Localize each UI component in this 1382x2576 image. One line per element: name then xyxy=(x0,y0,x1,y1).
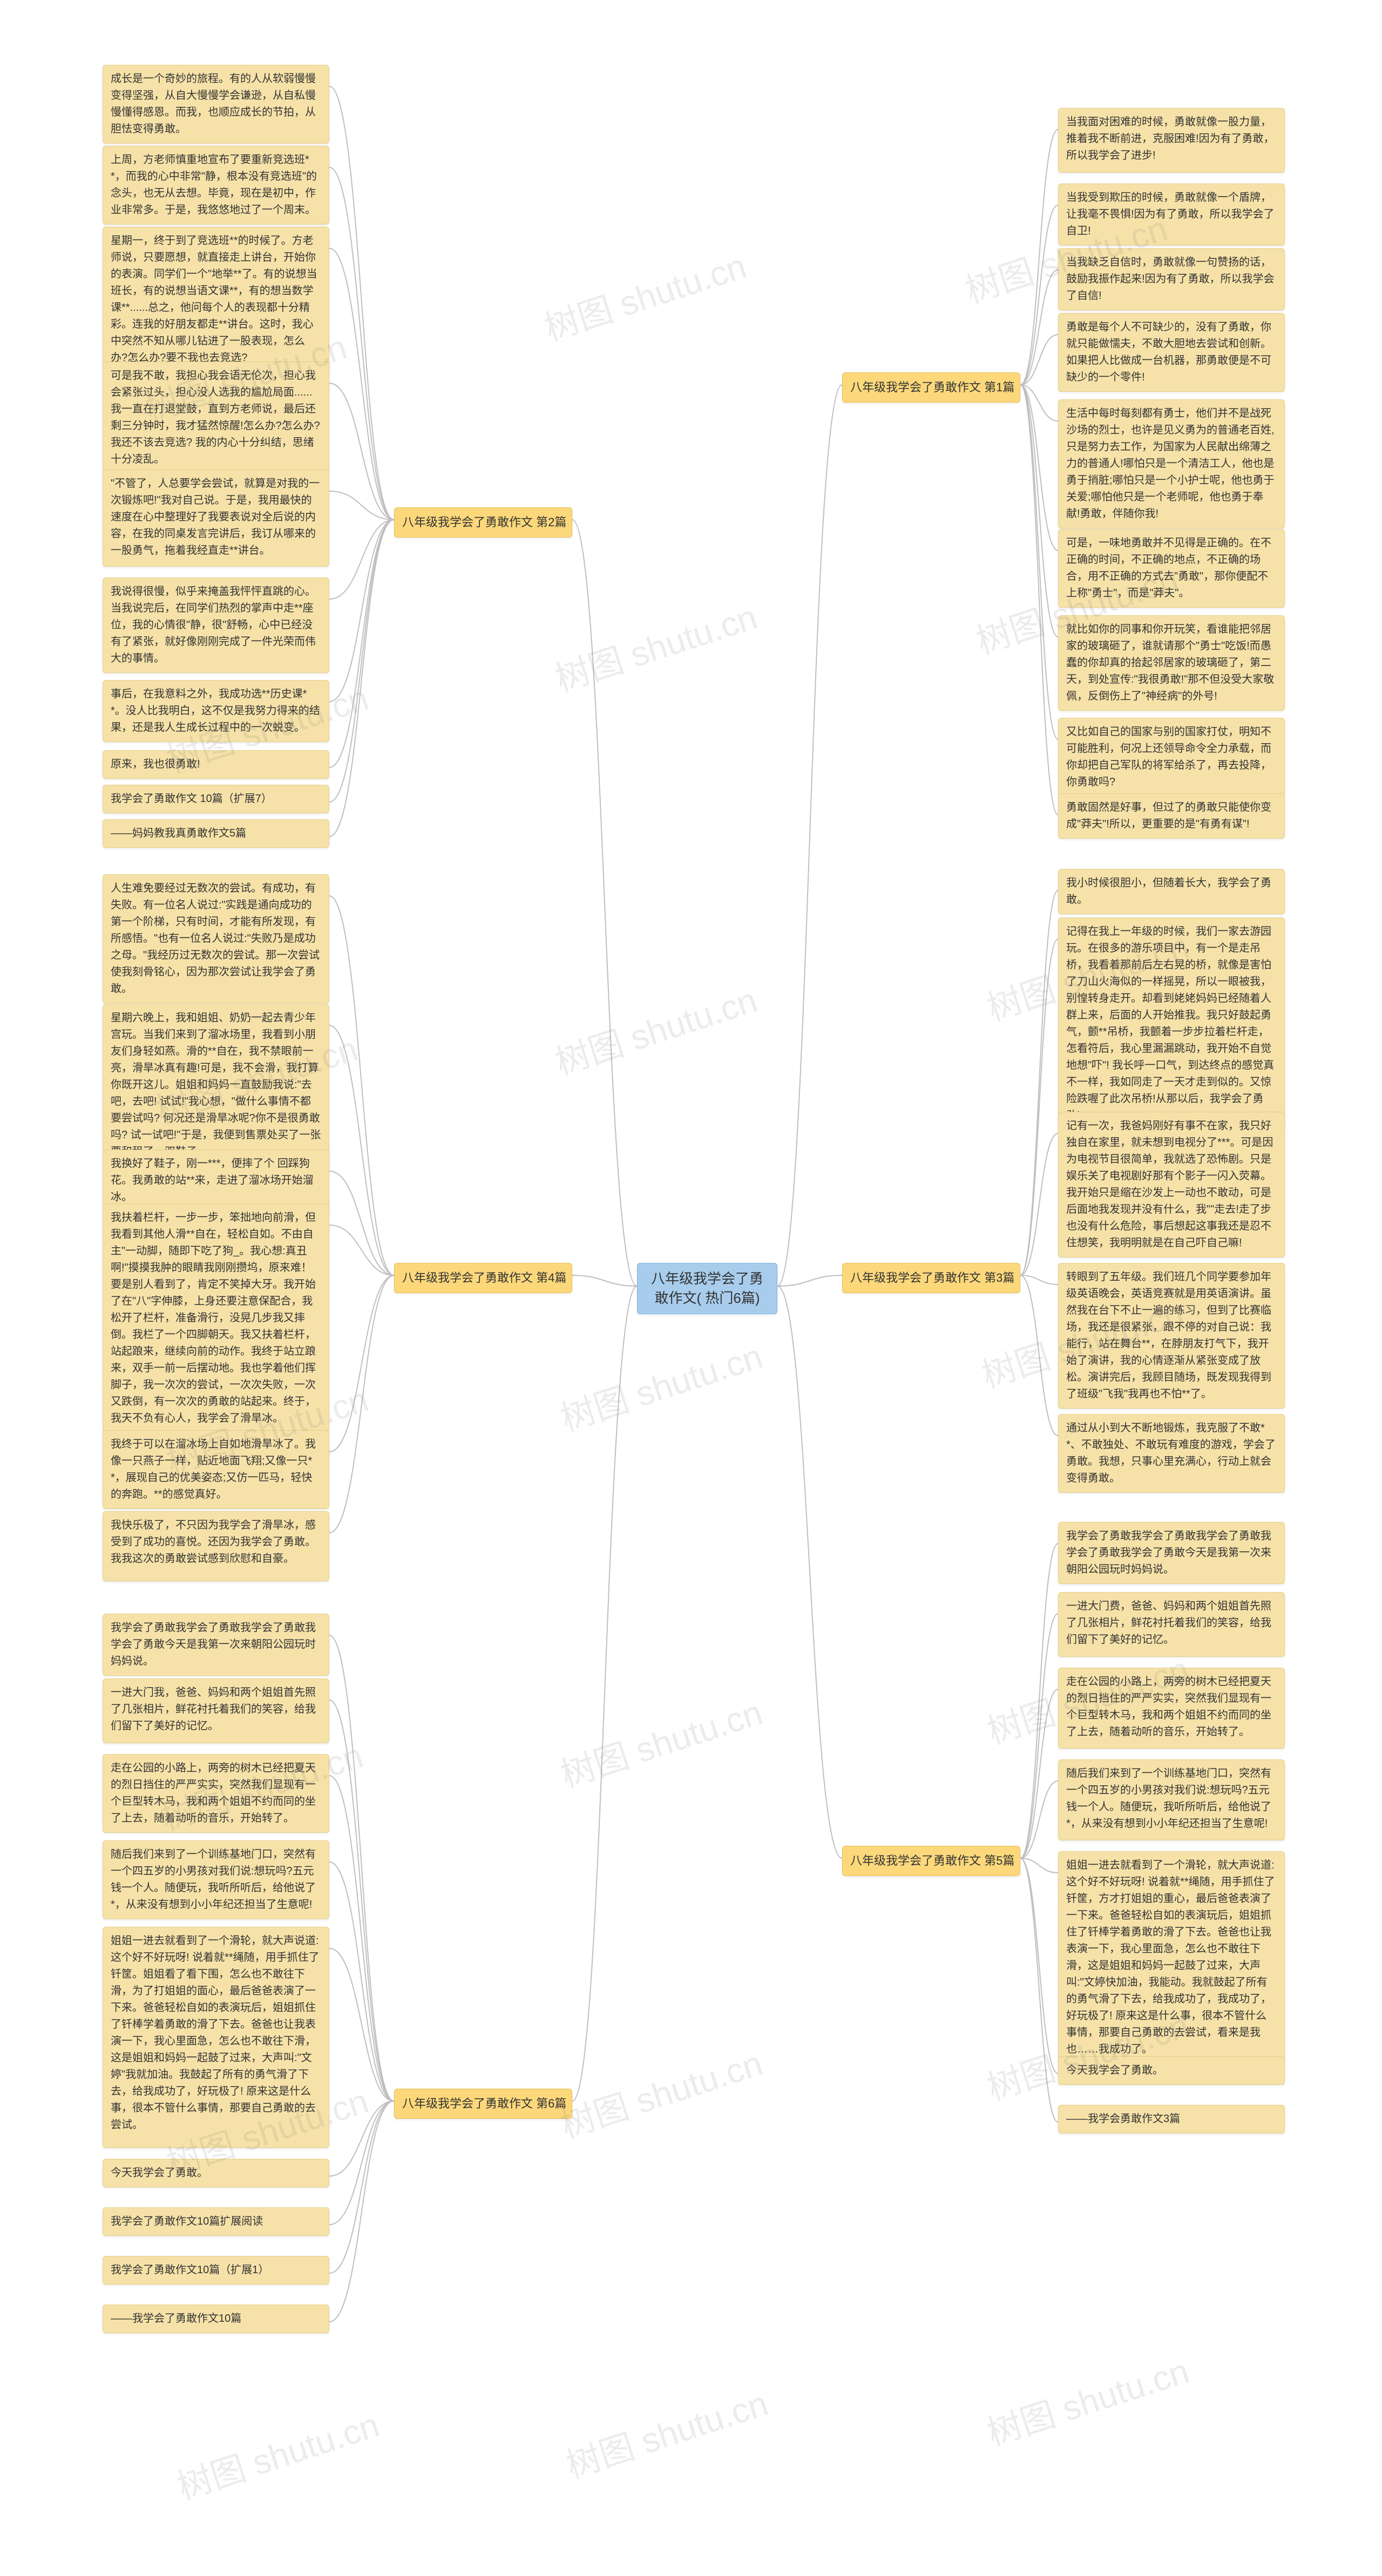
watermark: 树图 shutu.cn xyxy=(553,2036,768,2147)
b2l10: ——妈妈教我真勇敢作文5篇 xyxy=(103,819,329,848)
b2l2: 上周，方老师慎重地宣布了要重新竞选班**，而我的心中非常"静，根本没有竞选班"的… xyxy=(103,146,329,225)
b2l4: 可是我不敢，我担心我会语无伦次，担心我会紧张过头，担心没人选我的尴尬局面....… xyxy=(103,362,329,474)
mindmap-canvas: 八年级我学会了勇敢作文( 热门6篇) 八年级我学会了勇敢作文 第1篇 当我面对困难的… xyxy=(0,0,1382,2576)
b6l2: 一进大门我，爸爸、妈妈和两个姐姐首先照了几张相片，鲜花衬托着我们的笑容，给我们留… xyxy=(103,1678,329,1743)
b1l2: 当我受到欺压的时候，勇敢就像一个盾牌，让我毫不畏惧!因为有了勇敢，所以我学会了自… xyxy=(1058,183,1285,246)
b4l3: 我换好了鞋子，刚一***，便摔了个 回踩狗花。我勇敢的站**来，走进了溜冰场开始… xyxy=(103,1150,329,1212)
b4l5: 我终于可以在溜冰场上自如地滑旱冰了。我像一只燕子一样，贴近地面飞翔;又像一只**… xyxy=(103,1430,329,1509)
b3: 八年级我学会了勇敢作文 第3篇 xyxy=(842,1263,1020,1293)
b3l1: 我小时候很胆小，但随着长大，我学会了勇敢。 xyxy=(1058,869,1285,914)
root-node: 八年级我学会了勇敢作文( 热门6篇) xyxy=(637,1263,777,1314)
b4: 八年级我学会了勇敢作文 第4篇 xyxy=(394,1263,572,1293)
b1l9: 勇敢固然是好事，但过了的勇敢只能使你变成"莽夫"!所以，更重要的是"有勇有谋"! xyxy=(1058,793,1285,839)
b4l1: 人生难免要经过无数次的尝试。有成功，有失败。有一位名人说过:"实践是通向成功的第… xyxy=(103,874,329,1003)
b1l3: 当我缺乏自信时，勇敢就像一句赞扬的话，鼓励我振作起来!因为有了勇敢，所以我学会了… xyxy=(1058,248,1285,310)
b6: 八年级我学会了勇敢作文 第6篇 xyxy=(394,2089,572,2119)
b6l5: 姐姐一进去就看到了一个滑轮，就大声说道:这个好不好玩呀! 说着就**绳随，用手抓… xyxy=(103,1927,329,2148)
b2l9: 我学会了勇敢作文 10篇（扩展7） xyxy=(103,785,329,813)
b5: 八年级我学会了勇敢作文 第5篇 xyxy=(842,1846,1020,1876)
watermark: 树图 shutu.cn xyxy=(553,1329,768,1440)
b6l4: 随后我们来到了一个训练基地门口，突然有一个四五岁的小男孩对我们说:想玩吗?五元钱… xyxy=(103,1840,329,1919)
watermark: 树图 shutu.cn xyxy=(548,973,762,1084)
b5l2: 一进大门费，爸爸、妈妈和两个姐姐首先照了几张相片，鲜花衬托着我们的笑容，给我们留… xyxy=(1058,1592,1285,1657)
b3l3: 记有一次，我爸妈刚好有事不在家，我只好独自在家里，就未想到电视分了***。可是因… xyxy=(1058,1112,1285,1258)
watermark: 树图 shutu.cn xyxy=(548,589,762,701)
b5l3: 走在公园的小路上，两旁的树木已经把夏天的烈日挡住的严严实实，突然我们显现有一个巨… xyxy=(1058,1668,1285,1749)
b1l7: 就比如你的同事和你开玩笑，看谁能把邻居家的玻璃砸了，谁就请那个"勇士"吃饭!而愚… xyxy=(1058,615,1285,711)
b2l8: 原来，我也很勇敢! xyxy=(103,750,329,779)
b1l8: 又比如自己的国家与别的国家打仗，明知不可能胜利，何况上还领导命令全力承载，而你却… xyxy=(1058,718,1285,797)
b3l4: 转眼到了五年级。我们班几个同学要参加年级英语晚会，英语竞赛就是用英语演讲。虽然我… xyxy=(1058,1263,1285,1409)
b6l1: 我学会了勇敢我学会了勇敢我学会了勇敢我学会了勇敢今天是我第一次来朝阳公园玩时妈妈… xyxy=(103,1614,329,1676)
b2l6: 我说得很慢，似乎来掩盖我怦怦直跳的心。当我说完后，在同学们热烈的掌声中走**座位… xyxy=(103,577,329,673)
b4l2: 星期六晚上，我和姐姐、奶奶一起去青少年宫玩。当我们来到了溜冰场里，我看到小朋友们… xyxy=(103,1004,329,1166)
watermark: 树图 shutu.cn xyxy=(559,2376,773,2487)
b5l6: 今天我学会了勇敢。 xyxy=(1058,2056,1285,2085)
b1l4: 勇敢是每个人不可缺少的，没有了勇敢，你就只能做懦夫，不敢大胆地去尝试和创新。如果… xyxy=(1058,313,1285,392)
b1l6: 可是，一味地勇敢并不见得是正确的。在不正确的时间，不正确的地点，不正确的场合，用… xyxy=(1058,529,1285,608)
b5l5: 姐姐一进去就看到了一个滑轮，就大声说道:这个好不好玩呀! 说着就**绳随，用手抓… xyxy=(1058,1851,1285,2064)
b1: 八年级我学会了勇敢作文 第1篇 xyxy=(842,372,1020,403)
b6l7: 我学会了勇敢作文10篇扩展阅读 xyxy=(103,2207,329,2236)
b6l6: 今天我学会了勇敢。 xyxy=(103,2159,329,2187)
b2l3: 星期一，终于到了竞选班**的时候了。方老师说，只要愿想，就直接走上讲台，开始你的… xyxy=(103,227,329,372)
b3l2: 记得在我上一年级的时候，我们一家去游园玩。在很多的游乐项目中，有一个是走吊桥，我… xyxy=(1058,917,1285,1130)
b1l5: 生活中每时每刻都有勇士，他们并不是战死沙场的烈士，也许是见义勇为的普通老百姓,只… xyxy=(1058,399,1285,528)
watermark: 树图 shutu.cn xyxy=(980,2343,1194,2455)
watermark: 树图 shutu.cn xyxy=(553,1685,768,1797)
b1l1: 当我面对困难的时候，勇敢就像一股力量，推着我不断前进，克服困难!因为有了勇敢，所… xyxy=(1058,108,1285,173)
watermark: 树图 shutu.cn xyxy=(537,239,751,350)
b2l1: 成长是一个奇妙的旅程。有的人从软弱慢慢变得坚强，从自大慢慢学会谦逊，从自私慢慢懂… xyxy=(103,65,329,144)
watermark: 树图 shutu.cn xyxy=(170,2397,384,2509)
b4l6: 我快乐极了，不只因为我学会了滑旱冰，感受到了成功的喜悦。还因为我学会了勇敢。我我… xyxy=(103,1511,329,1581)
b5l4: 随后我们来到了一个训练基地门口，突然有一个四五岁的小男孩对我们说:想玩吗?五元钱… xyxy=(1058,1759,1285,1840)
b6l8: 我学会了勇敢作文10篇（扩展1） xyxy=(103,2256,329,2285)
b2l7: 事后，在我意料之外，我成功选**历史课**。没人比我明白，这不仅是我努力得来的结… xyxy=(103,680,329,742)
b5l7: ——我学会勇敢作文3篇 xyxy=(1058,2105,1285,2133)
b4l4: 我扶着栏杆，一步一步，笨拙地向前滑，但我看到其他人滑**自在，轻松自如。不由自主… xyxy=(103,1204,329,1433)
b6l3: 走在公园的小路上，两旁的树木已经把夏天的烈日挡住的严严实实，突然我们显现有一个巨… xyxy=(103,1754,329,1833)
b3l5: 通过从小到大不断地锻炼，我克服了不敢**、不敢独处、不敢玩有难度的游戏，学会了勇… xyxy=(1058,1414,1285,1493)
b2l5: "不管了，人总要学会尝试，就算是对我的一次锻炼吧!"我对自己说。于是，我用最快的… xyxy=(103,470,329,567)
b6l9: ——我学会了勇敢作文10篇 xyxy=(103,2305,329,2333)
b2: 八年级我学会了勇敢作文 第2篇 xyxy=(394,507,572,538)
b5l1: 我学会了勇敢我学会了勇敢我学会了勇敢我学会了勇敢我学会了勇敢今天是我第一次来朝阳… xyxy=(1058,1522,1285,1584)
